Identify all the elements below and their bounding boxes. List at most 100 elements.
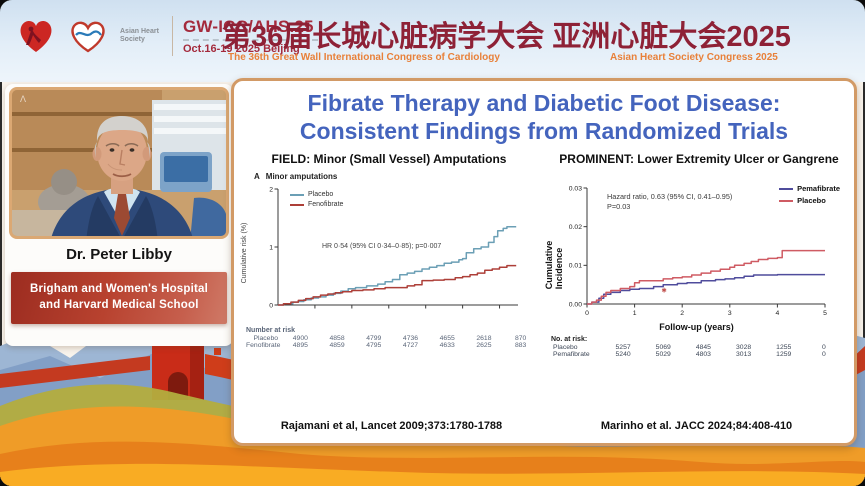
slide-title: Fibrate Therapy and Diabetic Foot Diseas… — [234, 90, 854, 145]
congress-title-chinese: 第36届长城心脏病学大会 亚洲心脏大会2025 — [222, 21, 791, 53]
risk-table-row: Placebo 4900 4858 4799 4736 4655 2618 870 — [246, 335, 539, 342]
field-chart-header: FIELD: Minor (Small Vessel) Amputations — [271, 152, 507, 167]
risk-value: 5069 — [655, 344, 671, 352]
prominent-hazard-ratio-annotation: Hazard ratio, 0.63 (95% CI, 0.41–0.95) P… — [607, 192, 732, 212]
prominent-chart-header: PROMINENT: Lower Extremity Ulcer or Gang… — [559, 152, 839, 167]
risk-table-row: Pemafibrate 5240 5029 4803 3013 1259 0 — [551, 351, 844, 358]
risk-table-row: Fenofibrate 4895 4859 4795 4727 4633 2625 883 — [246, 342, 539, 349]
logo-group: Asian Heart Society GW-ICC/AHS.25 Oct.16… — [16, 16, 318, 56]
prominent-number-at-risk-table: No. at risk: Placebo 5257 5069 4845 3028 1255 0… — [551, 336, 844, 358]
affiliation-line-1: Brigham and Women's Hospital — [29, 283, 209, 296]
prominent-x-axis-label: Follow-up (years) — [659, 322, 734, 333]
risk-value: 870 — [514, 335, 527, 343]
asian-heart-society-logo-icon — [71, 21, 105, 53]
risk-value: 1255 — [776, 344, 792, 352]
risk-value: 4803 — [695, 351, 711, 359]
svg-text:3: 3 — [728, 310, 732, 317]
risk-value: 4858 — [329, 335, 345, 343]
svg-text:0: 0 — [269, 303, 273, 310]
pemafibrate-line-swatch — [779, 187, 794, 190]
risk-table-header: No. at risk: — [551, 336, 588, 344]
panel-letter: A — [254, 172, 260, 182]
placebo-line-swatch — [779, 199, 794, 202]
placebo-line-swatch — [290, 193, 304, 196]
logo-divider — [172, 16, 173, 56]
risk-value: 883 — [514, 342, 527, 350]
risk-value: 1259 — [776, 351, 792, 359]
risk-value: 4859 — [329, 342, 345, 350]
risk-value: 3028 — [736, 344, 752, 352]
speaker-portrait: Λ — [12, 90, 226, 236]
svg-text:1: 1 — [269, 245, 273, 252]
risk-value: 5240 — [615, 351, 631, 359]
field-legend: Placebo Fenofibrate — [290, 191, 343, 208]
prominent-legend: Pemafibrate Placebo — [779, 184, 840, 205]
speaker-name: Dr. Peter Libby — [66, 246, 172, 263]
risk-row-label: Fenofibrate — [246, 342, 281, 350]
svg-text:0: 0 — [585, 310, 589, 317]
speaker-affiliation-box: Brigham and Women's Hospital and Harvard… — [11, 272, 227, 324]
field-km-chart: 0 1 2 — [269, 187, 518, 310]
svg-text:0.03: 0.03 — [569, 186, 582, 193]
field-citation: Rajamani et al, Lancet 2009;373:1780-178… — [280, 420, 503, 433]
risk-value: 3013 — [736, 351, 752, 359]
prominent-y-axis-label: Cumulative Incidence — [544, 240, 564, 289]
risk-value: 4895 — [292, 342, 308, 350]
congress-date-location: Oct.16-19 2025 Beijing — [183, 43, 300, 55]
risk-value: 5029 — [655, 351, 671, 359]
speaker-video-frame: Λ — [9, 87, 229, 239]
field-plot-title: Minor amputations — [265, 172, 338, 182]
risk-value: 4845 — [695, 344, 711, 352]
risk-table-header: Number at risk — [246, 327, 296, 335]
risk-value: 5257 — [615, 344, 631, 352]
svg-text:4: 4 — [776, 310, 780, 317]
prominent-km-chart: 0 1 2 3 4 5 0.00 0.01 0.02 0.03 ✱ — [569, 186, 827, 318]
risk-value: 4795 — [366, 342, 382, 350]
risk-value: 4655 — [439, 335, 455, 343]
slide-title-line-2: Consistent Findings from Randomized Tria… — [299, 117, 789, 144]
risk-value: 4799 — [366, 335, 382, 343]
field-y-axis-label: Cumulative risk (%) — [241, 222, 248, 284]
risk-row-label: Placebo — [253, 335, 278, 343]
congress-header: Asian Heart Society GW-ICC/AHS.25 Oct.16… — [0, 0, 865, 82]
field-panel-label: A Minor amputations — [254, 172, 539, 181]
risk-row-label: Pemafibrate — [553, 351, 590, 359]
risk-value: 4736 — [402, 335, 419, 343]
risk-value: 0 — [822, 344, 826, 352]
field-chart-panel: A Minor amputations 0 1 2 Placebo Fenofibra… — [241, 170, 539, 432]
congress-code: GW-ICC/AHS.25 — [183, 17, 314, 36]
dashed-rule — [183, 39, 318, 41]
svg-text:5: 5 — [823, 310, 827, 317]
affiliation-line-2: and Harvard Medical School — [39, 299, 199, 311]
risk-row-label: Placebo — [553, 344, 578, 352]
field-legend-placebo: Placebo — [308, 191, 334, 199]
asian-heart-society-label: Asian Heart Society — [120, 27, 159, 43]
field-number-at-risk-table: Number at risk Placebo 4900 4858 4799 4736 465… — [246, 327, 539, 349]
prominent-legend-placebo: Placebo — [797, 196, 826, 206]
risk-value: 0 — [822, 351, 826, 359]
speaker-panel: Λ Dr. Peter Libby Brigham and Women's Ho… — [5, 84, 233, 346]
prominent-chart-panel: 0 1 2 3 4 5 0.00 0.01 0.02 0.03 ✱ Pemafibrate Plac… — [544, 170, 844, 432]
field-hazard-ratio-annotation: HR 0·54 (95% CI 0·34–0·85); p=0·007 — [322, 243, 442, 251]
risk-value: 2625 — [476, 342, 492, 350]
risk-value: 4633 — [439, 342, 455, 350]
congress-subtitle-english: The 36th Great Wall International Congre… — [228, 52, 500, 63]
svg-text:1: 1 — [633, 310, 637, 317]
risk-value: 4727 — [402, 342, 419, 350]
risk-value: 4900 — [292, 335, 308, 343]
slide-card: Fibrate Therapy and Diabetic Foot Diseas… — [231, 78, 857, 446]
svg-text:2: 2 — [269, 187, 273, 194]
svg-text:2: 2 — [680, 310, 684, 317]
svg-text:0.01: 0.01 — [569, 263, 582, 270]
ahs-congress-subtitle: Asian Heart Society Congress 2025 — [610, 52, 778, 63]
svg-text:0.00: 0.00 — [569, 302, 582, 309]
fenofibrate-line-swatch — [290, 203, 304, 206]
slide-title-line-1: Fibrate Therapy and Diabetic Foot Diseas… — [307, 90, 781, 116]
risk-value: 2618 — [476, 335, 492, 343]
prominent-legend-pemafibrate: Pemafibrate — [797, 184, 840, 194]
svg-text:0.02: 0.02 — [569, 224, 582, 231]
svg-text:✱: ✱ — [661, 287, 667, 295]
risk-table-row: Placebo 5257 5069 4845 3028 1255 0 — [551, 344, 844, 351]
